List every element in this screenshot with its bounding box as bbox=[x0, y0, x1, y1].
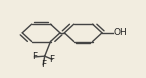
Text: OH: OH bbox=[114, 28, 127, 37]
Text: F: F bbox=[32, 52, 37, 61]
Text: F: F bbox=[49, 55, 54, 64]
Text: F: F bbox=[41, 60, 46, 69]
